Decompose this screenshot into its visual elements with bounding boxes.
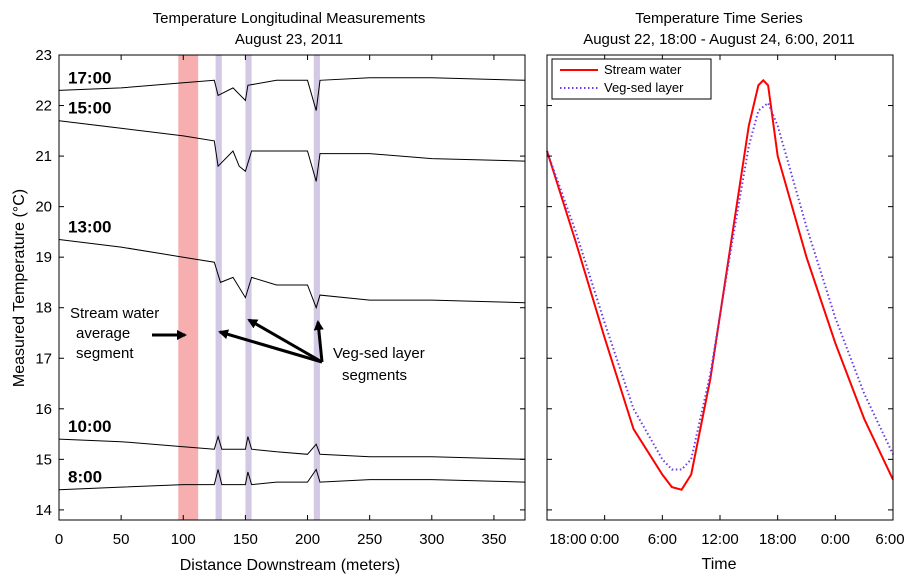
longitudinal-chart: Temperature Longitudinal Measurements Au…	[11, 10, 526, 574]
left-x-axis-label: Distance Downstream (meters)	[180, 557, 401, 574]
annotation-line: Veg-sed layer	[333, 345, 425, 362]
x-tick-label: 300	[419, 531, 444, 548]
series-label: 15:00	[68, 99, 111, 118]
series-line-1000	[58, 434, 526, 460]
y-tick-label: 19	[35, 249, 52, 266]
stream-water-annotation: Stream water average segment	[70, 305, 159, 362]
x-axis-ticks: 18:00 0:00 6:00 12:00 18:00 0:00 6:00	[546, 55, 905, 548]
series-line-800	[58, 468, 526, 491]
x-tick-label: 250	[357, 531, 382, 548]
series-line-stream-water	[546, 78, 894, 491]
y-axis-ticks	[547, 54, 893, 511]
time-series-chart: Temperature Time Series August 22, 18:00…	[546, 10, 905, 573]
y-tick-label: 16	[35, 401, 52, 418]
series-lines	[58, 77, 526, 491]
series-label: 10:00	[68, 417, 111, 436]
series-line-1700	[58, 77, 526, 111]
left-chart-subtitle: August 23, 2011	[235, 31, 343, 48]
y-tick-label: 15	[35, 451, 52, 468]
y-tick-label: 17	[35, 350, 52, 367]
x-tick-label: 0:00	[590, 531, 619, 548]
y-tick-label: 20	[35, 199, 52, 216]
highlight-band	[178, 55, 199, 520]
left-plot-frame	[58, 54, 526, 521]
x-tick-label: 150	[233, 531, 258, 548]
series-label: 13:00	[68, 217, 111, 236]
right-chart-title: Temperature Time Series	[635, 10, 803, 27]
annotation-line: segment	[76, 345, 134, 362]
highlight-band	[313, 55, 320, 520]
highlight-bands	[178, 55, 320, 520]
y-tick-label: 23	[35, 47, 52, 64]
arrow-veg-sed-1	[218, 329, 323, 364]
legend-label-stream-water: Stream water	[604, 62, 682, 77]
left-chart-title: Temperature Longitudinal Measurements	[153, 10, 426, 27]
x-tick-label: 0:00	[821, 531, 850, 548]
x-tick-label: 12:00	[701, 531, 739, 548]
annotation-line: Stream water	[70, 305, 159, 322]
arrow-veg-sed-2	[247, 318, 323, 364]
annotation-line: segments	[342, 367, 407, 384]
y-axis-ticks: 14 15 16 17 18 19 20 21 22 23	[35, 47, 525, 519]
veg-sed-annotation: Veg-sed layer segments	[333, 345, 425, 384]
arrow-veg-sed-3	[313, 320, 324, 363]
y-tick-label: 22	[35, 98, 52, 115]
series-labels: 17:00 15:00 13:00 10:00 8:00	[68, 68, 111, 486]
y-tick-label: 21	[35, 148, 52, 165]
series-label: 8:00	[68, 468, 102, 487]
right-x-axis-label: Time	[702, 556, 737, 573]
x-axis-ticks: 0 50 100 150 200 250 300 350	[55, 55, 506, 548]
x-tick-label: 18:00	[759, 531, 797, 548]
series-lines	[546, 78, 894, 491]
legend: Stream water Veg-sed layer	[551, 58, 712, 100]
annotation-line: average	[76, 325, 130, 342]
right-chart-subtitle: August 22, 18:00 - August 24, 6:00, 2011	[583, 31, 855, 48]
x-tick-label: 0	[55, 531, 63, 548]
x-tick-label: 350	[481, 531, 506, 548]
legend-box	[551, 58, 712, 100]
x-tick-label: 100	[171, 531, 196, 548]
right-plot-frame	[546, 54, 894, 521]
legend-label-veg-sed: Veg-sed layer	[604, 80, 684, 95]
y-tick-label: 14	[35, 502, 52, 519]
series-line-1300	[58, 239, 526, 310]
series-label: 17:00	[68, 68, 111, 87]
y-tick-label: 18	[35, 300, 52, 317]
series-line-veg-sed-layer	[546, 101, 894, 471]
left-y-axis-label: Measured Temperature (°C)	[11, 189, 28, 387]
highlight-band	[215, 55, 222, 520]
series-line-1500	[58, 120, 526, 182]
x-tick-label: 6:00	[875, 531, 904, 548]
x-tick-label: 50	[113, 531, 130, 548]
annotation-arrows	[152, 318, 324, 364]
x-tick-label: 6:00	[648, 531, 677, 548]
x-tick-label: 200	[295, 531, 320, 548]
x-tick-label: 18:00	[549, 531, 587, 548]
